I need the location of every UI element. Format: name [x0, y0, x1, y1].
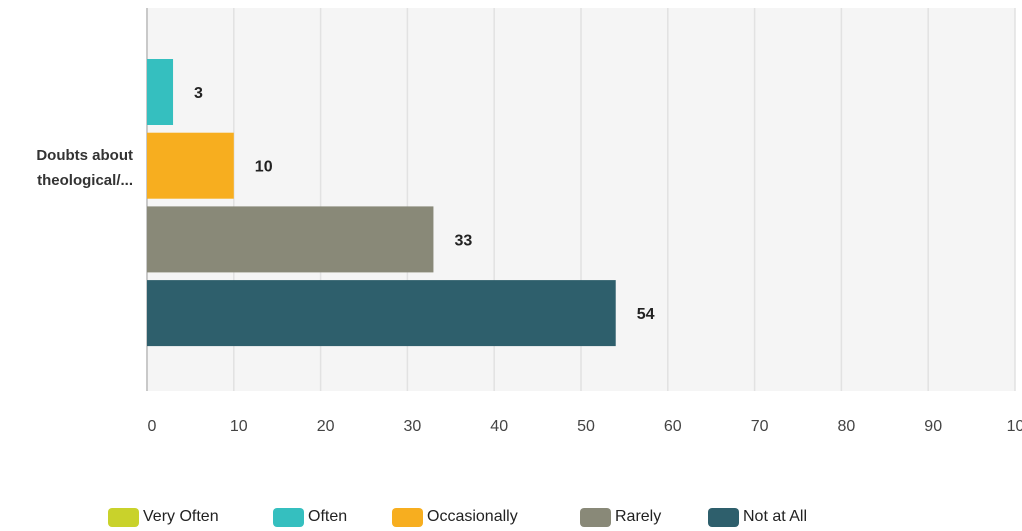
x-tick-label: 80 [838, 418, 856, 435]
legend-item-very-often[interactable]: Very Often [108, 506, 219, 528]
legend-item-rarely[interactable]: Rarely [580, 506, 661, 528]
legend-swatch [273, 507, 304, 527]
labels: 0 10 20 30 40 50 60 70 80 90 100 3 10 33 54 Doubts abou… [36, 85, 1022, 435]
x-tick-label: 50 [577, 418, 595, 435]
x-tick-label: 90 [924, 418, 942, 435]
data-label: 10 [255, 159, 273, 176]
legend-item-often[interactable]: Often [273, 506, 347, 528]
bars [147, 59, 616, 347]
bar-rarely [147, 206, 434, 273]
data-label: 3 [194, 85, 203, 102]
legend-swatch [392, 507, 423, 527]
chart-legend: Very Often Often Occasionally Rarely Not at … [0, 506, 1022, 530]
bar-occasionally [147, 132, 234, 199]
bar-often [147, 59, 174, 125]
x-tick-label: 70 [751, 418, 769, 435]
legend-label: Occasionally [427, 508, 518, 525]
legend-label: Often [308, 508, 348, 525]
data-label: 54 [637, 306, 655, 323]
legend-label: Not at All [743, 508, 808, 525]
bar-not-at-all [147, 280, 616, 347]
legend-label: Very Often [143, 508, 219, 525]
x-tick-label: 10 [230, 418, 248, 435]
legend-swatch [580, 507, 611, 527]
x-tick-label: 40 [490, 418, 508, 435]
legend-label: Rarely [615, 508, 662, 525]
x-tick-label: 100 [1007, 418, 1022, 435]
legend-swatch [708, 507, 739, 527]
legend-item-not-at-all[interactable]: Not at All [708, 506, 807, 528]
category-label: theological/... [37, 172, 133, 189]
bar-chart: 0 10 20 30 40 50 60 70 80 90 100 3 10 33 54 Doubts abou… [36, 8, 1022, 435]
x-tick-label: 0 [148, 418, 157, 435]
category-label: Doubts about [36, 147, 133, 164]
legend-item-occasionally[interactable]: Occasionally [392, 506, 518, 528]
x-tick-label: 20 [317, 418, 335, 435]
data-label: 33 [454, 232, 472, 249]
legend-swatch [108, 507, 139, 527]
x-tick-label: 30 [404, 418, 422, 435]
x-tick-label: 60 [664, 418, 682, 435]
